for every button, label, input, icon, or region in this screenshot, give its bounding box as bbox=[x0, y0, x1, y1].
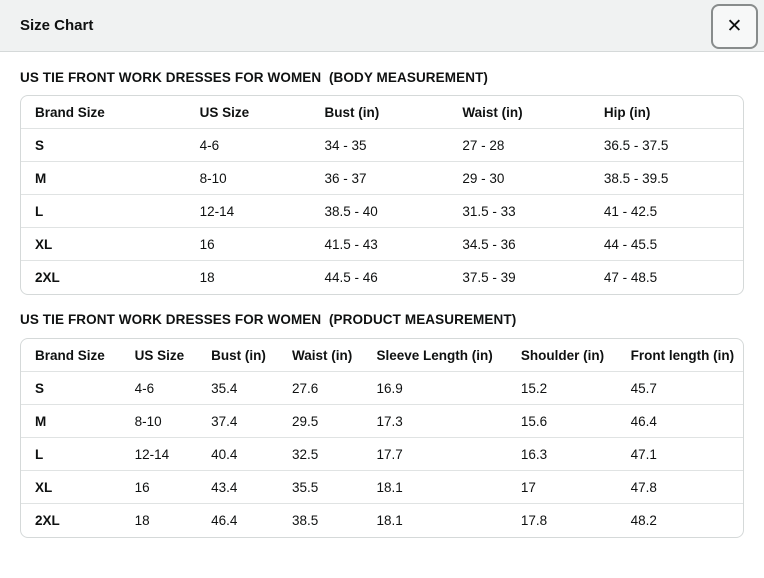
cell: 43.4 bbox=[197, 471, 279, 504]
cell: 38.5 bbox=[292, 513, 319, 528]
column-header: Bust (in) bbox=[310, 96, 449, 129]
column-header: Waist (in) bbox=[448, 96, 590, 129]
cell: 38.5 - 40 bbox=[310, 195, 449, 228]
cell: 37.4 bbox=[197, 405, 279, 438]
row-label: M bbox=[21, 405, 121, 438]
row-label: S bbox=[21, 129, 186, 162]
cell: 36 - 37 bbox=[310, 162, 449, 195]
cell: 29.5 bbox=[278, 405, 363, 438]
cell: 46.4 bbox=[211, 513, 238, 528]
header-row: Brand Size US Size Bust (in) Waist (in) Slee… bbox=[21, 339, 743, 372]
cell: 45.7 bbox=[616, 372, 743, 405]
cell: 16.3 bbox=[506, 438, 617, 471]
table-row: L 12-14 40.4 32.5 17.7 16.3 47.1 bbox=[21, 438, 743, 471]
cell: 16 bbox=[120, 471, 198, 504]
body-measurement-table: Brand Size US Size Bust (in) Waist (in) Hip … bbox=[20, 95, 744, 295]
cell: 47.1 bbox=[616, 438, 743, 471]
row-label: M bbox=[21, 162, 186, 195]
cell: 16.9 bbox=[362, 372, 507, 405]
close-button[interactable]: ✕ bbox=[711, 4, 758, 49]
cell: 47.8 bbox=[616, 471, 743, 504]
modal-content: US TIE FRONT WORK DRESSES FOR WOMEN (BOD… bbox=[0, 70, 764, 538]
cell: 32.5 bbox=[278, 438, 363, 471]
cell: 35.4 bbox=[197, 372, 279, 405]
cell: 47 - 48.5 bbox=[603, 270, 658, 285]
table-row: 2XL 18 46.4 38.5 18.1 17.8 48.2 bbox=[21, 504, 743, 537]
column-header: Sleeve Length (in) bbox=[362, 339, 507, 372]
column-header: US Size bbox=[185, 96, 311, 129]
table-row: M 8-10 36 - 37 29 - 30 38.5 - 39.5 bbox=[21, 162, 743, 195]
column-header: Brand Size bbox=[21, 339, 121, 372]
row-label: XL bbox=[21, 471, 121, 504]
cell: 44 - 45.5 bbox=[589, 228, 743, 261]
row-label: XL bbox=[21, 228, 186, 261]
column-header: Hip (in) bbox=[589, 96, 743, 129]
table-row: L 12-14 38.5 - 40 31.5 - 33 41 - 42.5 bbox=[21, 195, 743, 228]
table-row: XL 16 43.4 35.5 18.1 17 47.8 bbox=[21, 471, 743, 504]
table-row: S 4-6 35.4 27.6 16.9 15.2 45.7 bbox=[21, 372, 743, 405]
cell: 46.4 bbox=[616, 405, 743, 438]
cell: 17.8 bbox=[520, 513, 548, 528]
cell: 17.3 bbox=[362, 405, 507, 438]
cell: 17 bbox=[506, 471, 617, 504]
row-label: 2XL bbox=[35, 513, 60, 528]
cell: 18.1 bbox=[376, 513, 403, 528]
column-header: US Size bbox=[120, 339, 198, 372]
cell: 48.2 bbox=[630, 513, 657, 528]
cell: 16 bbox=[185, 228, 311, 261]
column-header: Bust (in) bbox=[197, 339, 279, 372]
cell: 40.4 bbox=[197, 438, 279, 471]
product-measurement-table: Brand Size US Size Bust (in) Waist (in) Slee… bbox=[20, 338, 744, 538]
cell: 41 - 42.5 bbox=[589, 195, 743, 228]
table-row: 2XL 18 44.5 - 46 37.5 - 39 47 - 48.5 bbox=[21, 261, 743, 294]
cell: 18.1 bbox=[362, 471, 507, 504]
cell: 35.5 bbox=[278, 471, 363, 504]
cell: 37.5 - 39 bbox=[462, 270, 516, 285]
cell: 12-14 bbox=[185, 195, 311, 228]
row-label: S bbox=[21, 372, 121, 405]
cell: 34 - 35 bbox=[310, 129, 449, 162]
section-title-body-measurement: US TIE FRONT WORK DRESSES FOR WOMEN (BOD… bbox=[20, 70, 489, 85]
column-header: Front length (in) bbox=[616, 339, 743, 372]
row-label: L bbox=[21, 438, 121, 471]
close-icon: ✕ bbox=[726, 16, 743, 37]
cell: 15.2 bbox=[506, 372, 617, 405]
cell: 12-14 bbox=[120, 438, 198, 471]
modal-header: Size Chart bbox=[0, 0, 764, 52]
cell: 17.7 bbox=[362, 438, 507, 471]
cell: 18 bbox=[134, 513, 150, 528]
cell: 15.6 bbox=[506, 405, 617, 438]
cell: 4-6 bbox=[185, 129, 311, 162]
section-title-product-measurement: US TIE FRONT WORK DRESSES FOR WOMEN (PRO… bbox=[20, 312, 517, 327]
column-header: Brand Size bbox=[21, 96, 186, 129]
cell: 44.5 - 46 bbox=[324, 270, 378, 285]
modal-title: Size Chart bbox=[20, 17, 94, 34]
header-row: Brand Size US Size Bust (in) Waist (in) Hip … bbox=[21, 96, 743, 129]
column-header: Shoulder (in) bbox=[506, 339, 617, 372]
cell: 36.5 - 37.5 bbox=[589, 129, 743, 162]
cell: 41.5 - 43 bbox=[310, 228, 449, 261]
cell: 29 - 30 bbox=[448, 162, 590, 195]
table-row: XL 16 41.5 - 43 34.5 - 36 44 - 45.5 bbox=[21, 228, 743, 261]
cell: 18 bbox=[199, 270, 215, 285]
table-row: M 8-10 37.4 29.5 17.3 15.6 46.4 bbox=[21, 405, 743, 438]
cell: 4-6 bbox=[120, 372, 198, 405]
row-label: L bbox=[21, 195, 186, 228]
cell: 27 - 28 bbox=[448, 129, 590, 162]
cell: 8-10 bbox=[120, 405, 198, 438]
cell: 31.5 - 33 bbox=[448, 195, 590, 228]
table-row: S 4-6 34 - 35 27 - 28 36.5 - 37.5 bbox=[21, 129, 743, 162]
cell: 8-10 bbox=[185, 162, 311, 195]
cell: 38.5 - 39.5 bbox=[589, 162, 743, 195]
row-label: 2XL bbox=[35, 270, 60, 285]
cell: 27.6 bbox=[278, 372, 363, 405]
cell: 34.5 - 36 bbox=[448, 228, 590, 261]
column-header: Waist (in) bbox=[278, 339, 363, 372]
